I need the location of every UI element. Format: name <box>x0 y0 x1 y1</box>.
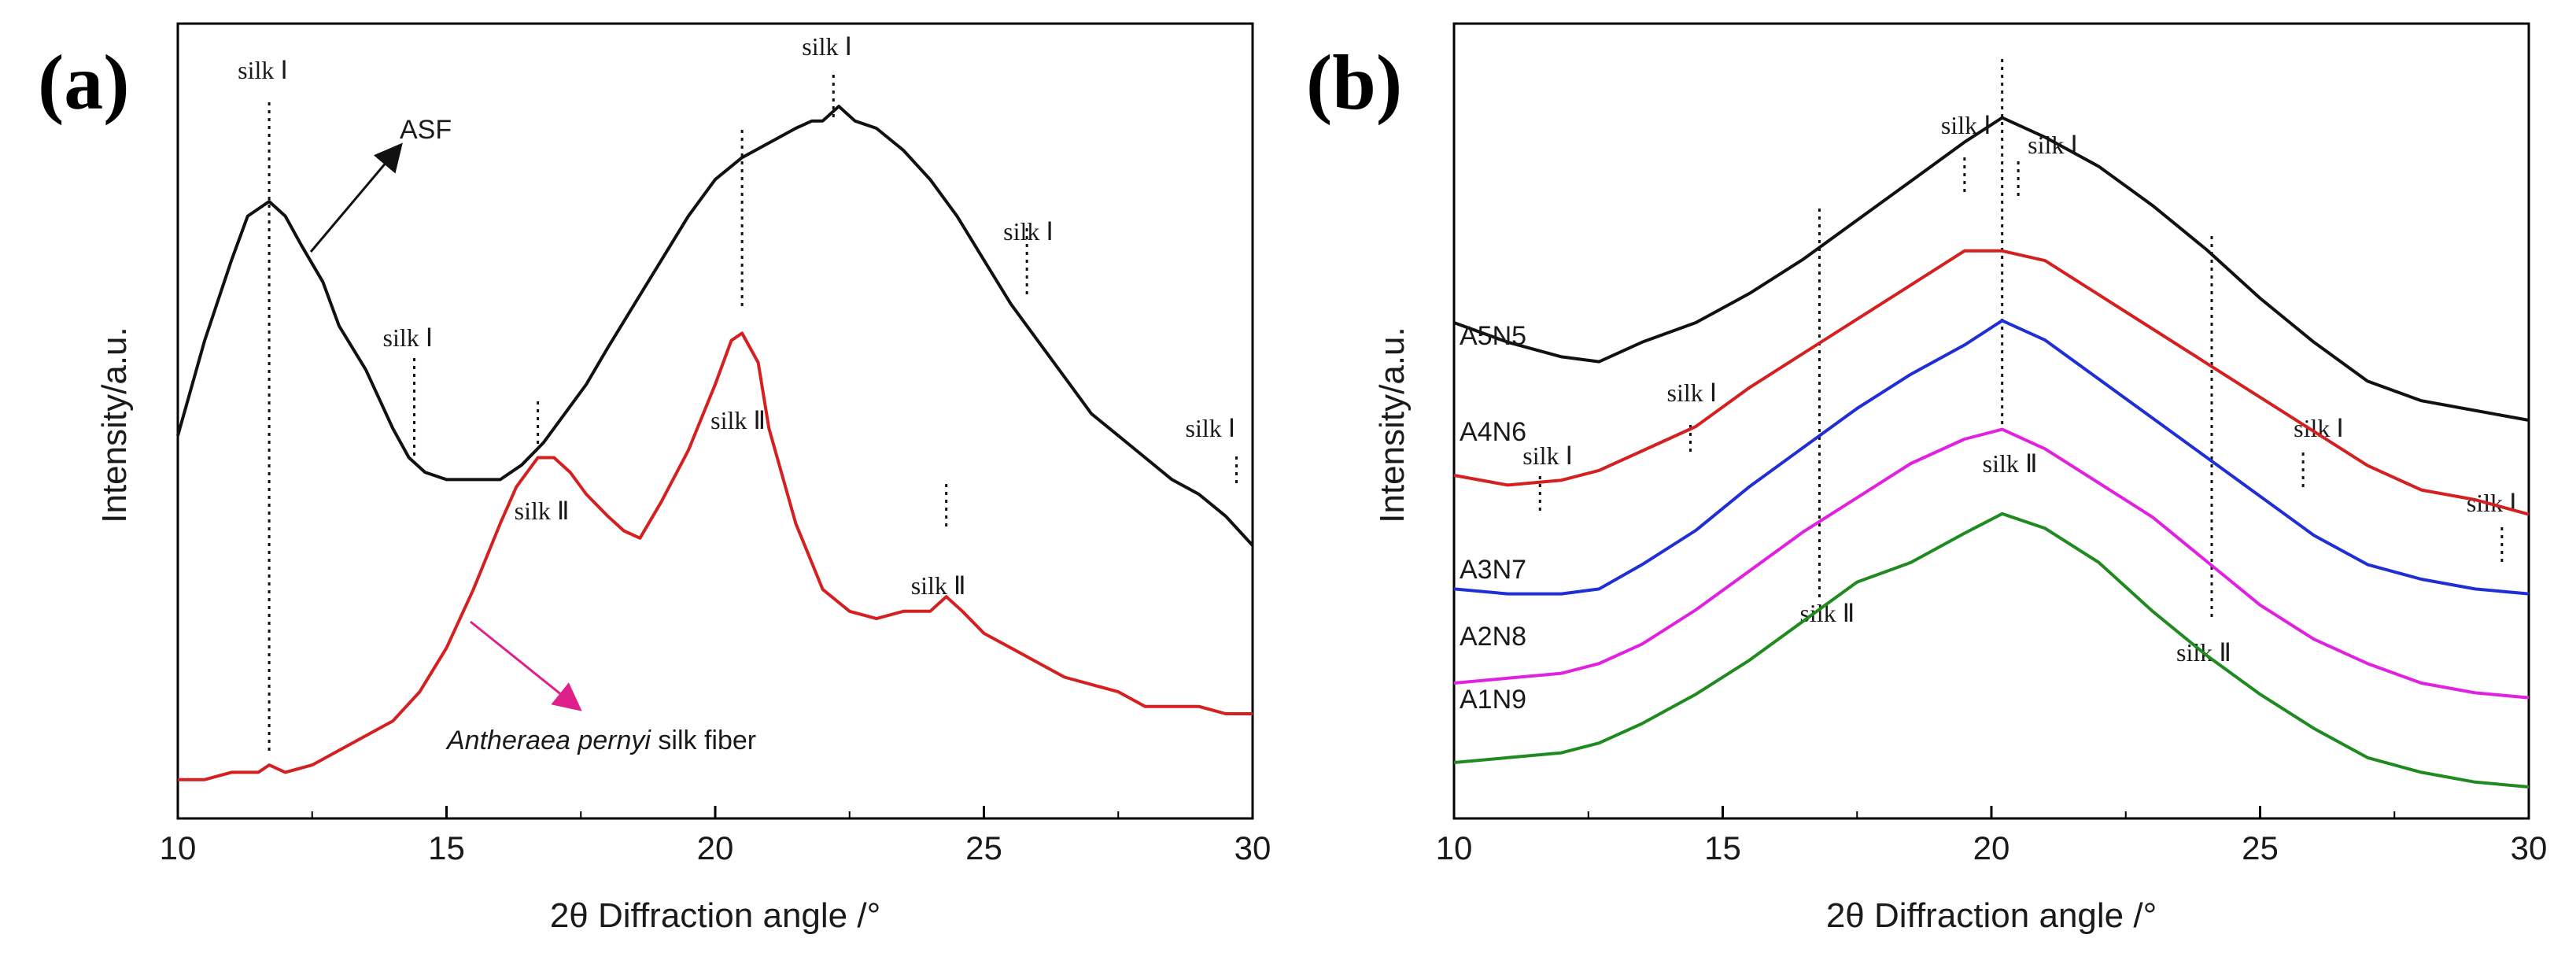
marker-label: silk Ⅰ <box>802 32 852 61</box>
marker-label: silk Ⅰ <box>1003 217 1054 246</box>
marker-label: silk Ⅰ <box>1186 414 1236 442</box>
panel-a-marker-lines: silk Ⅰ silk Ⅰ silk Ⅱ silk Ⅱ silk Ⅰ silk Ⅱ silk… <box>238 32 1238 755</box>
x-tick-label: 10 <box>1436 829 1473 866</box>
x-tick-label: 15 <box>1704 829 1741 866</box>
panel-b-x-axis-title: 2θ Diffraction angle /° <box>1826 896 2157 935</box>
x-tick-label: 20 <box>1973 829 2010 866</box>
panel-b: (b) 10 15 20 25 30 silk Ⅰ silk Ⅰ silk Ⅱ silk Ⅰ s… <box>1306 22 2548 935</box>
marker-label: silk Ⅰ <box>383 323 434 352</box>
panel-a-x-axis-title: 2θ Diffraction angle /° <box>550 896 880 935</box>
panel-a-y-axis-title: Intensity/a.u. <box>95 327 134 523</box>
series-label: A3N7 <box>1460 555 1526 585</box>
panel-b-x-ticks: 10 15 20 25 30 <box>1436 806 2548 866</box>
x-tick-label: 20 <box>697 829 734 866</box>
x-tick-label: 25 <box>965 829 1002 866</box>
panel-b-label: (b) <box>1306 39 1402 126</box>
marker-label: silk Ⅰ <box>1941 111 1991 139</box>
fiber-suffix: silk fiber <box>651 726 756 755</box>
series-label: A5N5 <box>1460 321 1526 351</box>
x-tick-label: 30 <box>2511 829 2548 866</box>
marker-label: silk Ⅰ <box>1522 441 1573 470</box>
marker-label: silk Ⅱ <box>515 497 570 525</box>
asf-annotation-arrow <box>309 142 403 253</box>
series-line <box>1453 512 2530 789</box>
x-tick-label: 25 <box>2242 829 2279 866</box>
panel-b-series <box>1453 116 2530 789</box>
panel-a-x-ticks: 10 15 20 25 30 <box>160 806 1271 866</box>
series-line <box>176 105 1254 547</box>
series-line <box>1453 427 2530 700</box>
fiber-species-name: Antheraea pernyi <box>445 726 651 755</box>
series-label: A2N8 <box>1460 622 1526 652</box>
series-label: A1N9 <box>1460 685 1526 715</box>
marker-label: silk Ⅱ <box>911 571 966 600</box>
x-tick-label: 30 <box>1234 829 1271 866</box>
panel-b-series-labels: A5N5 A4N6 A3N7 A2N8 A1N9 <box>1460 321 1526 715</box>
marker-label: silk Ⅰ <box>2028 131 2078 159</box>
series-label: A4N6 <box>1460 417 1526 447</box>
series-line <box>1453 116 2530 422</box>
marker-label: silk Ⅰ <box>1667 379 1718 407</box>
fiber-annotation-label: Antheraea pernyi silk fiber <box>445 726 756 755</box>
panel-b-y-axis-title: Intensity/a.u. <box>1373 327 1412 523</box>
series-line <box>178 331 1253 781</box>
marker-label: silk Ⅱ <box>710 406 766 434</box>
x-tick-label: 15 <box>428 829 465 866</box>
series-line <box>1453 319 2530 596</box>
series-line <box>1453 249 2530 516</box>
panel-b-frame <box>1452 22 2530 820</box>
marker-label: silk Ⅱ <box>1983 449 2038 478</box>
asf-annotation-label: ASF <box>400 115 452 145</box>
panel-a-label: (a) <box>38 39 130 126</box>
fiber-annotation-arrow <box>470 620 582 711</box>
marker-label: silk Ⅰ <box>2294 414 2344 442</box>
marker-label: silk Ⅰ <box>238 56 288 84</box>
panel-a-series <box>176 105 1254 781</box>
x-tick-label: 10 <box>160 829 197 866</box>
